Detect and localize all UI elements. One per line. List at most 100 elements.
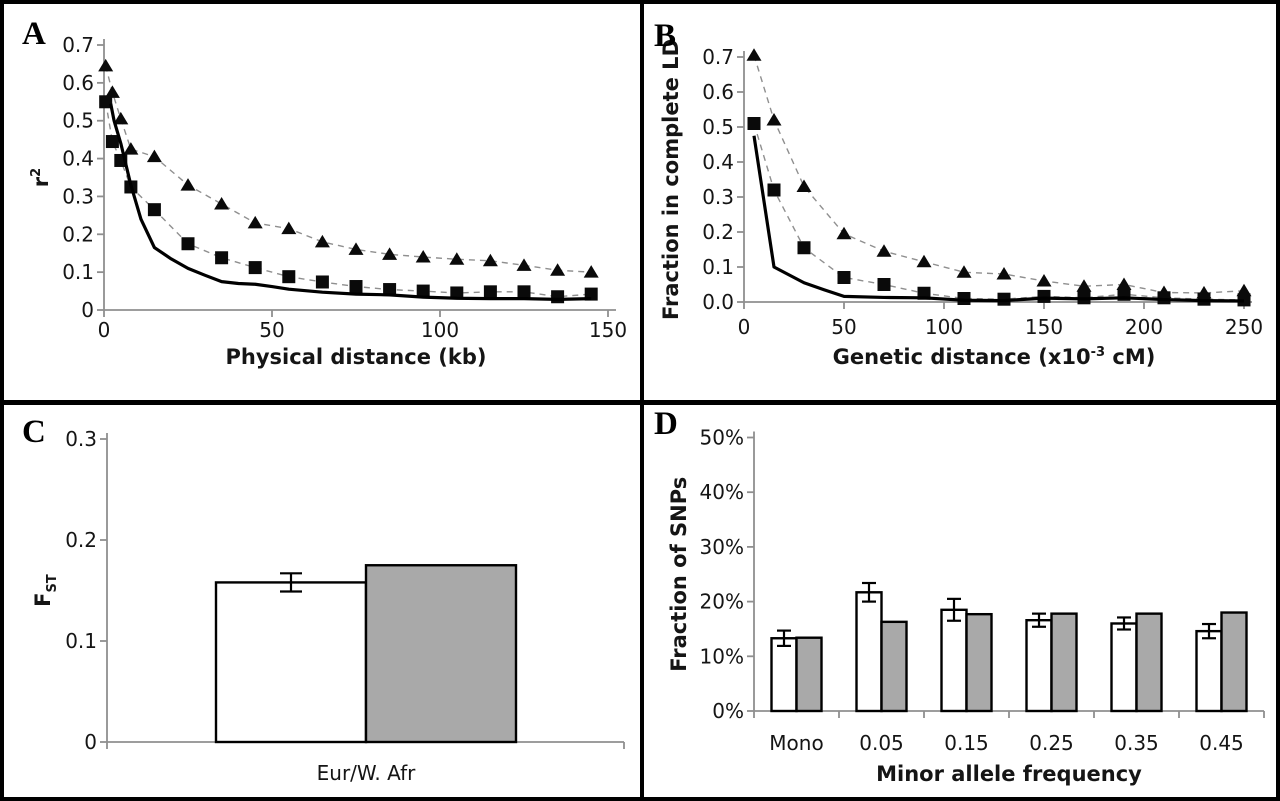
x-tick-label: 50 <box>831 315 856 339</box>
gray-bar <box>1135 612 1163 713</box>
square-marker <box>551 290 565 304</box>
square-marker <box>383 283 397 297</box>
y-tick-label: 50% <box>700 426 744 450</box>
triangle-marker <box>98 58 114 72</box>
square-marker <box>450 286 464 300</box>
triangle-marker <box>1236 283 1252 297</box>
triangle-marker <box>247 215 263 229</box>
square-marker <box>215 251 229 265</box>
dashed-data-line <box>104 101 592 298</box>
panel-b-chart: 0.0 0.1 0.2 0.3 0.4 0.5 0.6 0.7 0 50 100 150 200 250 G… <box>659 39 1263 369</box>
triangle-marker <box>214 197 230 210</box>
triangle-marker <box>516 258 532 271</box>
triangle-marker <box>104 85 120 98</box>
solid-data-line <box>109 103 592 301</box>
x-tick-label: 150 <box>1025 315 1063 339</box>
category-label: 0.15 <box>944 731 989 755</box>
y-tick-label: 0.2 <box>702 220 734 244</box>
y-tick-label: 0% <box>712 699 744 723</box>
category-label: 0.05 <box>859 731 904 755</box>
triangle-marker <box>766 113 782 126</box>
y-tick-label: 0.5 <box>62 109 94 133</box>
vertical-divider <box>640 4 644 797</box>
y-tick-label: 0.7 <box>62 33 94 57</box>
triangle-marker <box>449 252 465 265</box>
triangle-marker <box>1036 274 1052 287</box>
square-marker <box>747 117 761 130</box>
x-tick-label: 0 <box>98 318 111 342</box>
square-marker <box>349 280 363 294</box>
y-axis-title: Fraction in complete LD <box>659 39 683 320</box>
y-tick-label: 0.5 <box>702 115 734 139</box>
white-bar <box>940 608 968 713</box>
square-marker <box>1037 289 1051 303</box>
x-tick-label: 150 <box>589 318 627 342</box>
square-marker <box>517 285 531 299</box>
square-marker <box>282 270 296 284</box>
triangle-marker <box>746 48 762 61</box>
triangle-marker <box>1076 279 1092 292</box>
square-marker <box>315 275 329 289</box>
gray-bar <box>1220 611 1248 713</box>
y-tick-label: 0.1 <box>62 260 94 284</box>
y-axis-title: r2 <box>29 168 53 187</box>
panel-d-chart: 0% 10% 20% 30% 40% 50% Mono 0.05 0.15 0.25 0.35 0.4… <box>667 426 1265 786</box>
x-tick-label: 250 <box>1225 315 1263 339</box>
dashed-data-line <box>753 123 1245 301</box>
triangle-marker <box>314 234 330 248</box>
dashed-data-line <box>753 55 1245 294</box>
y-tick-label: 0.6 <box>702 80 734 104</box>
category-label: Mono <box>769 731 823 755</box>
white-bar <box>1110 622 1138 713</box>
triangle-marker <box>482 253 498 267</box>
x-axis-title: Minor allele frequency <box>876 762 1142 786</box>
solid-data-line <box>752 135 1245 303</box>
triangle-marker <box>180 178 196 191</box>
triangle-marker <box>281 221 297 235</box>
gray-bar <box>364 564 518 744</box>
y-tick-label: 40% <box>700 480 744 504</box>
y-tick-label: 0.4 <box>702 150 734 174</box>
category-label: 0.25 <box>1029 731 1074 755</box>
dashed-data-line <box>105 65 592 273</box>
white-bar <box>214 581 368 744</box>
category-label: Eur/W. Afr <box>317 761 416 785</box>
y-tick-label: 0.2 <box>62 222 94 246</box>
panel-letter-b: B <box>654 18 677 54</box>
gray-bar <box>1050 612 1078 713</box>
y-tick-label: 30% <box>700 535 744 559</box>
square-marker <box>416 284 430 298</box>
y-tick-label: 0 <box>81 298 94 322</box>
square-marker <box>483 285 497 299</box>
triangle-marker <box>836 226 852 240</box>
category-label: 0.45 <box>1199 731 1244 755</box>
triangle-marker <box>1116 277 1132 290</box>
panel-c-chart: 0 0.1 0.2 0.3 Eur/W. Afr FST <box>31 427 625 785</box>
square-marker <box>99 95 113 109</box>
square-marker <box>248 261 262 275</box>
square-marker <box>837 271 851 284</box>
category-label: 0.35 <box>1114 731 1159 755</box>
square-marker <box>797 241 811 255</box>
y-tick-label: 0.7 <box>702 45 734 69</box>
triangle-marker <box>796 179 812 192</box>
x-axis-title: Genetic distance (x10-3 cM) <box>833 345 1156 369</box>
triangle-marker <box>956 265 972 278</box>
white-bar <box>1025 618 1053 713</box>
y-tick-label: 20% <box>700 590 744 614</box>
gray-bar <box>965 612 993 713</box>
triangle-marker <box>382 247 398 260</box>
y-tick-label: 0.6 <box>62 71 94 95</box>
triangle-marker <box>583 265 599 278</box>
y-axis-title: Fraction of SNPs <box>667 477 691 672</box>
x-tick-label: 100 <box>925 315 963 339</box>
triangle-marker <box>123 142 139 155</box>
x-axis-title: Physical distance (kb) <box>226 345 487 369</box>
triangle-marker <box>348 242 364 255</box>
triangle-marker <box>113 111 129 125</box>
square-marker <box>767 183 781 197</box>
y-tick-label: 0.3 <box>62 184 94 208</box>
panel-letter-a: A <box>22 16 46 52</box>
gray-bar <box>795 636 823 713</box>
